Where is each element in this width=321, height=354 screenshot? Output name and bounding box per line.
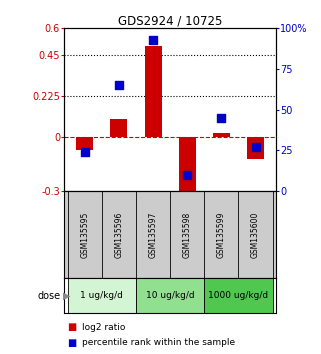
Text: GSM135598: GSM135598 <box>183 211 192 258</box>
Title: GDS2924 / 10725: GDS2924 / 10725 <box>118 14 222 27</box>
Point <box>116 82 121 88</box>
Point <box>185 172 190 178</box>
Text: GSM135597: GSM135597 <box>149 211 158 258</box>
Bar <box>144 46 161 137</box>
Bar <box>110 119 127 137</box>
Text: ■: ■ <box>67 338 77 348</box>
Text: log2 ratio: log2 ratio <box>82 323 125 332</box>
Bar <box>68 278 136 313</box>
Text: 1000 ug/kg/d: 1000 ug/kg/d <box>208 291 269 300</box>
Text: GSM135596: GSM135596 <box>114 211 123 258</box>
Text: 10 ug/kg/d: 10 ug/kg/d <box>146 291 195 300</box>
Text: percentile rank within the sample: percentile rank within the sample <box>82 338 235 347</box>
Bar <box>247 137 264 159</box>
Text: ■: ■ <box>67 322 77 332</box>
Text: GSM135600: GSM135600 <box>251 211 260 258</box>
Bar <box>204 278 273 313</box>
Bar <box>76 137 93 149</box>
Text: 1 ug/kg/d: 1 ug/kg/d <box>80 291 123 300</box>
Point <box>253 144 258 150</box>
Point <box>82 149 87 155</box>
Text: GSM135595: GSM135595 <box>80 211 89 258</box>
Bar <box>179 137 196 195</box>
Point <box>151 37 156 42</box>
Text: ▶: ▶ <box>63 291 70 301</box>
Text: GSM135599: GSM135599 <box>217 211 226 258</box>
Bar <box>213 133 230 137</box>
Point <box>219 115 224 121</box>
Text: dose: dose <box>38 291 61 301</box>
Bar <box>136 278 204 313</box>
